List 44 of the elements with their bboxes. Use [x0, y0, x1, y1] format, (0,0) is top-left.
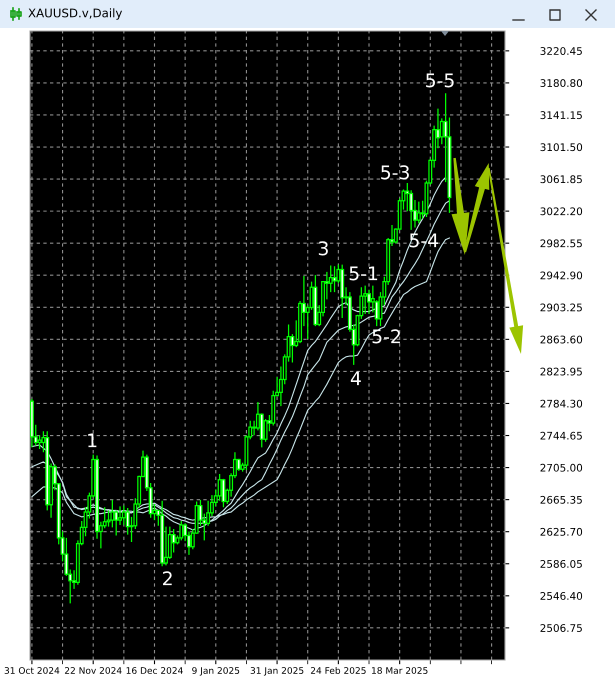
- y-tick-label: 3220.45: [540, 47, 582, 55]
- y-tick-label: 2665.35: [540, 496, 582, 504]
- candlestick: [363, 285, 368, 315]
- x-tick-label: 18 Mar 2025: [372, 667, 428, 674]
- candlestick: [179, 520, 184, 541]
- x-tick-label: 22 Nov 2024: [64, 667, 122, 674]
- y-tick-label: 2823.95: [540, 368, 582, 376]
- x-tick-label: 31 Oct 2024: [4, 667, 60, 674]
- candlestick: [221, 478, 226, 508]
- y-tick-label: 2744.65: [540, 432, 582, 440]
- candlestick: [160, 500, 164, 567]
- annotation: 5-1: [350, 266, 378, 280]
- y-tick-label: 2586.05: [540, 560, 582, 568]
- annotation: 4: [350, 372, 361, 386]
- annotation: 1: [88, 434, 96, 448]
- y-tick-label: 2784.30: [540, 400, 582, 408]
- candlestick: [30, 398, 34, 448]
- y-tick-label: 3141.15: [540, 111, 582, 120]
- y-tick-label: 2506.75: [540, 624, 582, 632]
- y-tick-label: 3022.20: [540, 207, 582, 216]
- candlestick: [416, 200, 421, 224]
- y-tick-label: 2982.55: [540, 239, 582, 248]
- x-tick-label: 16 Dec 2024: [126, 667, 183, 674]
- y-tick-label: 3101.50: [540, 143, 582, 152]
- candlestick: [340, 264, 344, 319]
- candlestick: [313, 274, 318, 327]
- y-tick-label: 2625.70: [540, 528, 582, 536]
- annotation: 3: [318, 241, 328, 256]
- annotation: 5-3: [381, 165, 409, 180]
- y-tick-label: 2546.40: [540, 592, 582, 600]
- y-tick-label: 3180.80: [540, 79, 582, 88]
- candlestick: [367, 289, 371, 315]
- y-tick-label: 2705.00: [540, 464, 582, 472]
- y-tick-label: 2942.90: [540, 271, 582, 280]
- annotation: 5-5: [426, 74, 454, 88]
- annotation: 5-2: [372, 329, 400, 344]
- y-tick-label: 2903.25: [540, 304, 582, 312]
- y-tick-label: 3061.85: [540, 175, 582, 184]
- x-tick-label: 9 Jan 2025: [192, 667, 240, 676]
- annotation: 2: [163, 571, 172, 586]
- x-tick-label: 31 Jan 2025: [250, 667, 304, 676]
- chart-title: XAUUSD.v,Daily: [28, 8, 122, 20]
- x-tick-label: 24 Feb 2025: [310, 666, 366, 674]
- y-tick-label: 2863.60: [540, 336, 582, 344]
